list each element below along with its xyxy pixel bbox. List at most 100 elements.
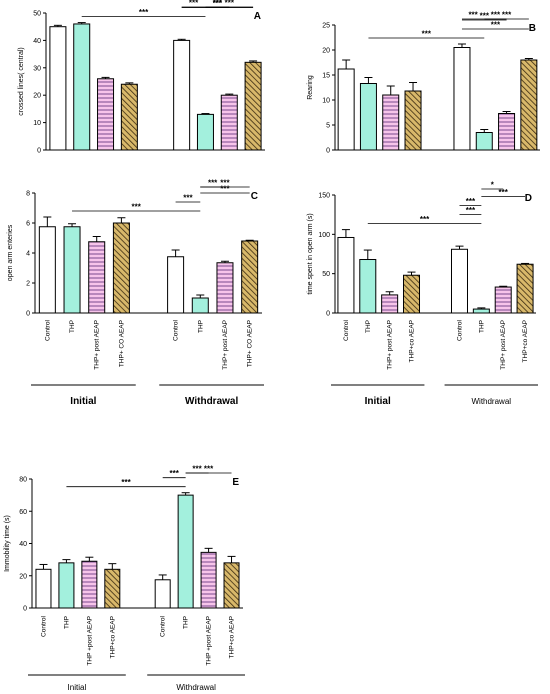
bar-initial-1 [58, 562, 75, 609]
y-tick-label: 20 [322, 48, 330, 55]
y-tick-label: 40 [19, 541, 27, 548]
panel-letter: B [529, 23, 536, 34]
y-tick-label: 30 [33, 65, 41, 72]
group-label: Initial [70, 396, 96, 407]
category-label: THP+co AEAP [109, 616, 116, 658]
group-label: Withdrawal [176, 683, 216, 692]
category-label: Control [343, 319, 350, 341]
y-axis-label: Immobility time (s) [4, 515, 11, 572]
significance-label: *** [192, 465, 202, 474]
y-tick-label: 5 [326, 123, 330, 130]
category-label: THP+co AEAP [229, 616, 236, 658]
significance-label: *** [220, 185, 230, 194]
category-label: THP [365, 320, 372, 333]
category-label: Control [44, 319, 51, 341]
y-tick-label: 60 [19, 509, 27, 516]
bar-initial-3 [104, 568, 121, 609]
y-tick-label: 80 [19, 477, 27, 484]
category-label: THP [478, 320, 485, 333]
y-tick-label: 6 [26, 221, 30, 228]
category-label: Control [456, 319, 463, 341]
bar-withdrawal-3 [516, 263, 534, 314]
y-tick-label: 10 [322, 98, 330, 105]
significance-label: *** [169, 469, 179, 478]
bar-initial-1 [73, 23, 91, 151]
significance-label: *** [220, 179, 230, 188]
significance-label: *** [466, 197, 476, 206]
y-axis-label: time spent in open arm (s) [307, 213, 314, 294]
group-label: Withdrawal [471, 397, 511, 406]
bar-withdrawal-2 [220, 94, 238, 151]
y-axis-label: Rearing [307, 75, 314, 100]
significance-label: *** [204, 465, 214, 474]
category-label: THP+ post AEAP [500, 320, 507, 370]
bar-withdrawal-0 [154, 579, 171, 609]
category-label: THP +post AEAP [206, 616, 213, 666]
bar-initial-2 [382, 94, 400, 151]
significance-label: *** [491, 11, 501, 20]
bar-initial-1 [63, 226, 81, 314]
category-label: THP [197, 320, 204, 333]
y-tick-label: 100 [318, 232, 330, 239]
bar-initial-2 [81, 560, 98, 609]
bar-initial-1 [359, 259, 377, 314]
category-label: THP [63, 616, 70, 629]
y-axis-label: crossed lines( central) [18, 47, 25, 115]
bar-withdrawal-1 [177, 494, 194, 609]
significance-label: *** [121, 478, 131, 487]
y-axis-label: open arm enteries [7, 224, 14, 281]
significance-label: *** [422, 30, 432, 39]
bar-withdrawal-3 [223, 562, 240, 609]
y-tick-label: 0 [326, 311, 330, 318]
bar-withdrawal-1 [475, 132, 493, 151]
significance-label: *** [213, 0, 223, 8]
y-tick-label: 0 [326, 148, 330, 155]
panel-letter: D [525, 193, 532, 204]
significance-label: *** [502, 11, 512, 20]
y-tick-label: 0 [23, 606, 27, 613]
significance-label: *** [466, 206, 476, 215]
bar-initial-3 [403, 274, 421, 314]
bar-initial-2 [97, 78, 115, 151]
bar-withdrawal-0 [450, 248, 468, 314]
y-tick-label: 150 [318, 193, 330, 200]
y-tick-label: 25 [322, 23, 330, 30]
bar-initial-3 [112, 222, 130, 314]
significance-label: *** [131, 203, 141, 212]
bar-withdrawal-2 [216, 262, 234, 314]
significance-label: * [491, 181, 495, 190]
bar-initial-0 [35, 568, 52, 609]
significance-label: *** [189, 0, 199, 8]
y-tick-label: 20 [19, 573, 27, 580]
y-tick-label: 0 [37, 148, 41, 155]
bar-initial-1 [359, 83, 377, 151]
bar-initial-0 [337, 236, 355, 314]
panel-C: 0 2 4 6 8 open arm enteries C Control THP THP+ po… [7, 179, 264, 407]
bar-withdrawal-2 [498, 113, 516, 151]
group-label: Initial [365, 396, 391, 407]
category-label: THP+ post AEAP [387, 320, 394, 370]
bar-initial-0 [337, 68, 355, 151]
bar-withdrawal-1 [472, 308, 490, 314]
bar-withdrawal-2 [200, 551, 217, 609]
category-label: THP+co AEAP [409, 320, 416, 362]
panel-letter: C [251, 191, 258, 202]
y-tick-label: 50 [33, 11, 41, 18]
category-label: Control [160, 615, 167, 637]
significance-label: *** [420, 215, 430, 224]
bar-initial-3 [120, 83, 138, 151]
panel-E: 0 20 40 60 80 Immobility time (s) E Control THP T… [4, 465, 245, 692]
category-label: THP+ CO AEAP [118, 320, 125, 367]
group-label: Initial [68, 683, 87, 692]
bar-withdrawal-0 [173, 39, 191, 151]
significance-label: *** [480, 12, 490, 21]
bar-initial-3 [404, 90, 422, 151]
bar-withdrawal-1 [196, 113, 214, 151]
y-tick-label: 0 [26, 311, 30, 318]
significance-label: *** [468, 11, 478, 20]
bar-initial-2 [381, 294, 399, 314]
bar-initial-0 [49, 26, 67, 151]
